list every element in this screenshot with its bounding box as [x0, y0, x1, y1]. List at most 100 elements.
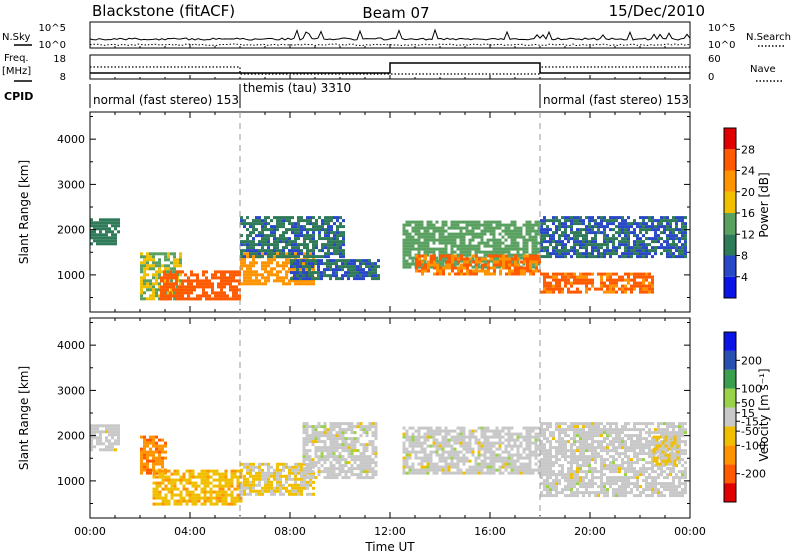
heat-cell [166, 282, 169, 286]
heat-cell [528, 235, 532, 239]
heat-cell [282, 465, 285, 469]
heat-cell [498, 468, 502, 472]
heat-cell [519, 253, 523, 257]
heat-cell [305, 422, 309, 426]
heat-cell [326, 476, 330, 480]
heat-cell [633, 428, 636, 432]
heat-cell [486, 447, 490, 451]
heat-cell [561, 440, 564, 444]
heat-cell [624, 494, 627, 498]
heat-cell [327, 225, 330, 229]
heat-cell [353, 425, 357, 429]
heat-cell [246, 273, 249, 277]
heat-cell [417, 435, 421, 439]
heat-cell [621, 446, 624, 450]
heat-cell [492, 244, 496, 248]
heat-cell [471, 468, 475, 472]
heat-cell [344, 259, 347, 263]
heat-cell [528, 426, 532, 430]
heat-cell [439, 272, 442, 276]
heat-cell [330, 228, 333, 232]
heat-cell [585, 216, 588, 220]
heat-cell [117, 433, 120, 437]
heat-cell [528, 459, 532, 463]
heat-cell [329, 476, 333, 480]
heat-cell [235, 273, 238, 277]
heat-cell [261, 231, 264, 235]
heat-cell [525, 435, 529, 439]
heat-cell [486, 226, 490, 230]
heat-cell [102, 448, 105, 452]
heat-cell [267, 237, 270, 241]
heat-cell [459, 244, 463, 248]
heat-cell [188, 490, 192, 494]
heat-cell [600, 216, 603, 220]
heat-cell [606, 491, 609, 495]
heat-cell [408, 468, 412, 472]
heat-cell [498, 459, 502, 463]
heat-cell [489, 429, 493, 433]
heat-cell [108, 242, 111, 246]
heat-cell [230, 493, 234, 497]
heat-cell [535, 263, 538, 267]
heat-cell [302, 440, 306, 444]
heat-cell [255, 483, 258, 487]
heat-cell [522, 462, 526, 466]
heat-cell [114, 236, 117, 240]
heat-cell [666, 228, 669, 232]
heat-cell [308, 458, 312, 462]
heat-cell [311, 437, 315, 441]
heat-cell [353, 473, 357, 477]
heat-cell [227, 493, 231, 497]
heat-cell [549, 446, 552, 450]
heat-cell [447, 429, 451, 433]
heat-cell [573, 461, 576, 465]
heat-cell [474, 244, 478, 248]
heat-cell [540, 431, 543, 435]
heat-cell [472, 269, 475, 273]
heat-cell [432, 441, 436, 445]
heat-cell [255, 489, 258, 493]
heat-cell [493, 260, 496, 264]
heat-cell [591, 491, 594, 495]
heat-cell [531, 262, 535, 266]
heat-cell [441, 465, 445, 469]
heat-cell [226, 279, 229, 283]
heat-cell [179, 490, 183, 494]
heat-cell [603, 255, 606, 259]
heat-cell [217, 282, 220, 286]
heat-cell [341, 464, 345, 468]
heat-cell [335, 440, 339, 444]
heat-cell [516, 459, 520, 463]
heat-cell [546, 272, 549, 276]
heat-cell [230, 490, 234, 494]
heat-cell [205, 276, 208, 280]
heat-cell [498, 220, 502, 224]
heat-cell [200, 502, 204, 506]
heat-cell [152, 252, 155, 256]
heat-cell [353, 458, 357, 462]
heat-cell [102, 242, 105, 246]
heat-cell [344, 458, 348, 462]
heat-cell [335, 434, 339, 438]
heat-cell [600, 491, 603, 495]
heat-cell [432, 468, 436, 472]
heat-cell [279, 489, 282, 493]
heat-cell [173, 472, 177, 476]
heat-cell [627, 252, 630, 256]
heat-cell [540, 470, 543, 474]
heat-cell [534, 444, 538, 448]
heat-cell [639, 272, 642, 276]
heat-cell [206, 469, 210, 473]
heat-cell [529, 272, 532, 276]
heat-cell [603, 467, 606, 471]
heat-cell [429, 232, 433, 236]
heat-cell [457, 272, 460, 276]
heat-cell [166, 273, 169, 277]
heat-cell [450, 232, 454, 236]
heat-cell [517, 266, 520, 270]
heat-cell [158, 282, 161, 286]
heat-cell [424, 257, 427, 261]
heat-cell [540, 231, 543, 235]
